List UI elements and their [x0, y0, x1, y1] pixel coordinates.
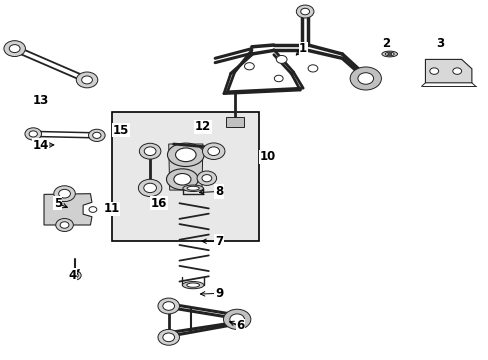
Circle shape [60, 222, 69, 228]
Polygon shape [44, 194, 92, 225]
Circle shape [349, 67, 381, 90]
Circle shape [158, 298, 179, 314]
Ellipse shape [387, 53, 391, 55]
Circle shape [300, 8, 309, 15]
Circle shape [144, 147, 156, 156]
Ellipse shape [381, 51, 397, 57]
Circle shape [307, 65, 317, 72]
Circle shape [68, 271, 81, 280]
Text: 7: 7 [215, 235, 223, 248]
Text: 11: 11 [103, 202, 120, 215]
Circle shape [25, 128, 41, 140]
Bar [225, 117, 244, 127]
Polygon shape [425, 59, 471, 83]
Text: 2: 2 [382, 37, 389, 50]
Circle shape [76, 72, 98, 88]
Bar [112, 112, 259, 241]
Circle shape [158, 329, 179, 345]
Text: 4: 4 [68, 269, 76, 282]
Circle shape [59, 189, 70, 198]
Text: 15: 15 [113, 124, 129, 137]
Text: 13: 13 [32, 94, 49, 107]
Circle shape [89, 207, 97, 212]
Circle shape [163, 302, 174, 310]
Circle shape [139, 143, 161, 159]
Ellipse shape [186, 283, 199, 287]
Text: 8: 8 [215, 185, 223, 198]
Circle shape [223, 309, 250, 329]
Circle shape [29, 131, 38, 137]
Ellipse shape [183, 185, 203, 192]
Circle shape [93, 132, 101, 139]
Circle shape [429, 68, 438, 75]
Circle shape [71, 273, 78, 278]
Circle shape [202, 143, 224, 159]
Ellipse shape [385, 52, 393, 56]
Circle shape [357, 73, 373, 84]
Circle shape [452, 68, 461, 75]
Text: 1: 1 [299, 42, 306, 55]
Circle shape [197, 171, 216, 185]
Circle shape [229, 314, 244, 325]
Circle shape [296, 5, 313, 18]
Circle shape [244, 63, 254, 70]
Circle shape [81, 76, 92, 84]
Circle shape [88, 129, 105, 141]
Ellipse shape [167, 143, 204, 166]
Circle shape [274, 75, 283, 82]
Text: 3: 3 [435, 37, 443, 50]
Text: 10: 10 [259, 150, 276, 163]
Text: 9: 9 [215, 287, 223, 300]
Ellipse shape [182, 282, 203, 289]
Circle shape [54, 186, 75, 202]
Ellipse shape [186, 186, 199, 190]
Polygon shape [168, 144, 203, 190]
Text: 6: 6 [236, 319, 244, 332]
Ellipse shape [166, 169, 198, 190]
Circle shape [207, 147, 219, 156]
Ellipse shape [174, 174, 190, 185]
Circle shape [202, 175, 211, 182]
Circle shape [138, 179, 162, 197]
Circle shape [56, 219, 73, 231]
Ellipse shape [175, 148, 196, 162]
Circle shape [276, 55, 286, 63]
Text: 12: 12 [194, 120, 211, 133]
Text: 5: 5 [54, 197, 61, 210]
Circle shape [9, 45, 20, 53]
Text: 14: 14 [32, 139, 49, 152]
Circle shape [163, 333, 174, 342]
Circle shape [4, 41, 25, 57]
Text: 16: 16 [150, 197, 167, 210]
Circle shape [143, 183, 156, 193]
